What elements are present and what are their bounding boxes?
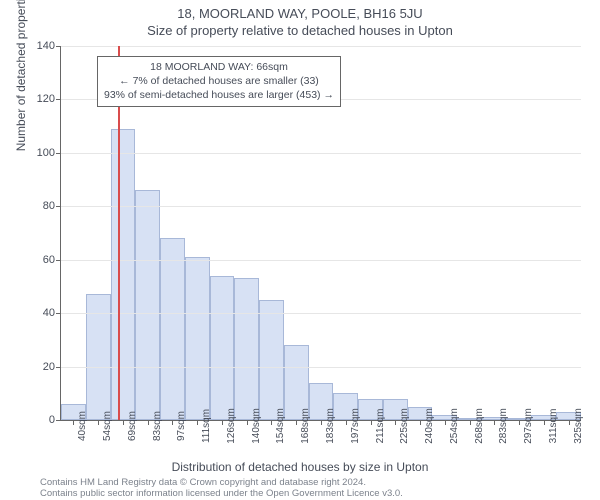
x-tick-mark [494, 420, 495, 425]
histogram-bar [234, 278, 259, 420]
x-tick-mark [247, 420, 248, 425]
x-tick-label: 40sqm [77, 411, 88, 441]
grid-line [61, 367, 581, 368]
chart-title-main: 18, MOORLAND WAY, POOLE, BH16 5JU [0, 0, 600, 21]
x-tick-mark [519, 420, 520, 425]
chart-container: 18, MOORLAND WAY, POOLE, BH16 5JU Size o… [0, 0, 600, 500]
grid-line [61, 46, 581, 47]
x-tick-label: 283sqm [498, 408, 509, 444]
x-tick-mark [123, 420, 124, 425]
y-tick-mark [56, 313, 61, 314]
plot-area: 020406080100120140 18 MOORLAND WAY: 66sq… [60, 46, 581, 421]
x-tick-label: 297sqm [523, 408, 534, 444]
y-tick-label: 80 [43, 200, 55, 212]
footer-line-2: Contains public sector information licen… [40, 489, 403, 500]
annotation-line-2: ← 7% of detached houses are smaller (33) [104, 74, 334, 88]
x-tick-mark [296, 420, 297, 425]
x-tick-label: 254sqm [449, 408, 460, 444]
y-tick-label: 20 [43, 361, 55, 373]
y-tick-label: 0 [49, 414, 55, 426]
x-tick-label: 268sqm [474, 408, 485, 444]
y-tick-label: 100 [37, 147, 55, 159]
x-tick-mark [346, 420, 347, 425]
y-tick-mark [56, 206, 61, 207]
x-tick-mark [395, 420, 396, 425]
annotation-box: 18 MOORLAND WAY: 66sqm ← 7% of detached … [97, 56, 341, 107]
x-tick-mark [197, 420, 198, 425]
x-tick-mark [321, 420, 322, 425]
x-tick-label: 83sqm [152, 411, 163, 441]
x-tick-mark [371, 420, 372, 425]
y-tick-mark [56, 46, 61, 47]
x-tick-label: 111sqm [201, 409, 212, 443]
x-tick-mark [222, 420, 223, 425]
x-tick-label: 54sqm [102, 411, 113, 441]
x-tick-label: 197sqm [350, 408, 361, 444]
grid-line [61, 313, 581, 314]
grid-line [61, 260, 581, 261]
annotation-line-1: 18 MOORLAND WAY: 66sqm [104, 60, 334, 74]
y-tick-label: 120 [37, 93, 55, 105]
histogram-bar [160, 238, 185, 420]
x-tick-mark [271, 420, 272, 425]
y-tick-label: 60 [43, 254, 55, 266]
x-tick-label: 183sqm [325, 408, 336, 444]
x-tick-mark [73, 420, 74, 425]
x-tick-label: 325sqm [573, 408, 584, 444]
x-tick-label: 240sqm [424, 408, 435, 444]
x-tick-label: 168sqm [300, 408, 311, 444]
x-tick-mark [172, 420, 173, 425]
annotation-line-3: 93% of semi-detached houses are larger (… [104, 88, 334, 102]
histogram-bar [135, 190, 160, 420]
y-axis-label: Number of detached properties [14, 0, 28, 151]
histogram-bar [259, 300, 284, 420]
x-tick-mark [470, 420, 471, 425]
x-tick-mark [569, 420, 570, 425]
x-tick-label: 69sqm [127, 411, 138, 441]
x-tick-label: 154sqm [275, 408, 286, 444]
x-tick-label: 225sqm [399, 408, 410, 444]
histogram-bar [111, 129, 136, 420]
x-tick-mark [148, 420, 149, 425]
x-tick-label: 97sqm [176, 411, 187, 441]
x-tick-mark [445, 420, 446, 425]
y-tick-label: 40 [43, 307, 55, 319]
y-tick-mark [56, 260, 61, 261]
grid-line [61, 206, 581, 207]
x-tick-mark [544, 420, 545, 425]
x-tick-label: 211sqm [375, 409, 386, 444]
y-tick-mark [56, 420, 61, 421]
y-tick-mark [56, 99, 61, 100]
histogram-bar [210, 276, 235, 420]
footer-attribution: Contains HM Land Registry data © Crown c… [40, 478, 403, 500]
grid-line [61, 153, 581, 154]
x-tick-mark [98, 420, 99, 425]
histogram-bar [185, 257, 210, 420]
x-axis-label: Distribution of detached houses by size … [0, 460, 600, 474]
x-tick-label: 126sqm [226, 408, 237, 444]
y-tick-label: 140 [37, 40, 55, 52]
x-tick-mark [420, 420, 421, 425]
x-tick-label: 140sqm [251, 408, 262, 444]
x-tick-label: 311sqm [548, 409, 559, 444]
y-tick-mark [56, 367, 61, 368]
chart-title-sub: Size of property relative to detached ho… [0, 23, 600, 38]
y-tick-mark [56, 153, 61, 154]
